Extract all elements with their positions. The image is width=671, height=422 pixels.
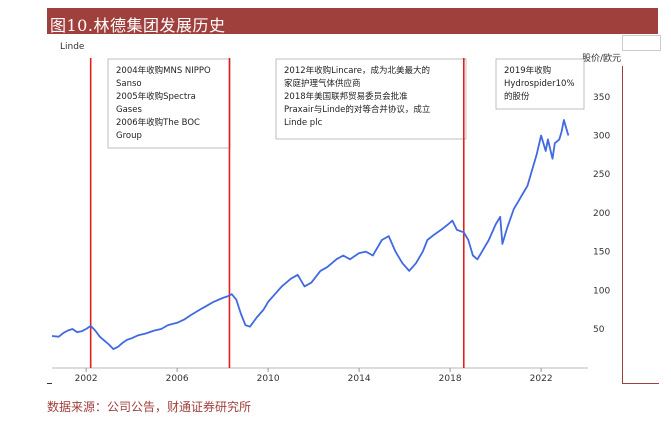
x-tick-2018: 2018 [439,374,462,384]
y-tick-250: 250 [593,170,610,180]
annotation-3-line-2: Hydrospider10% [504,79,575,89]
annotation-3-line-3: 的股份 [504,91,530,102]
annotation-box-3 [495,58,585,110]
y-tick-150: 150 [593,248,610,258]
annotation-box-1 [107,58,231,149]
annotation-1-line-3: 2005年收购Spectra [116,91,196,102]
annotation-3-line-1: 2019年收购 [504,65,551,76]
annotation-1-line-5: 2006年收购The BOC [116,117,200,128]
price-series-line [51,119,570,350]
annotation-1-line-4: Gases [116,105,142,115]
x-tick-2010: 2010 [257,374,280,384]
x-tick-2002: 2002 [75,374,98,384]
y-tick-350: 350 [593,93,610,103]
annotation-1-line-2: Sanso [116,79,142,89]
y-tick-100: 100 [593,286,610,296]
y-axis-label: 股价/欧元 [582,52,621,64]
dash-mark [47,383,52,384]
x-tick-2014: 2014 [348,374,371,384]
figure-title: 图10.林德集团发展历史 [50,16,226,35]
annotation-box-2 [275,58,467,140]
figure-header: 图10.林德集团发展历史 [47,8,658,35]
y-tick-50: 50 [593,325,605,335]
x-tick-2022: 2022 [530,374,553,384]
data-source: 数据来源：公司公告，财通证券研究所 [47,400,252,414]
annotation-2-line-5: Linde plc [284,118,323,128]
annotation-2-line-2: 家庭护理气体供应商 [284,78,361,89]
annotation-1-line-6: Group [116,131,142,141]
x-tick-2006: 2006 [166,374,189,384]
annotation-2-line-1: 2012年收购Lincare，成为北美最大的 [284,65,430,76]
annotation-1-line-1: 2004年收购MNS NIPPO [116,65,211,76]
frame-right-line [622,66,623,384]
frame-box [622,35,661,51]
chart-title: Linde [60,42,85,52]
y-tick-300: 300 [593,132,610,142]
annotation-2-line-3: 2018年美国联邦贸易委员会批准 [284,91,408,102]
y-tick-200: 200 [593,209,610,219]
annotation-2-line-4: Praxair与Linde的对等合并协议，成立 [284,104,431,115]
frame-bottom-line [622,383,659,384]
